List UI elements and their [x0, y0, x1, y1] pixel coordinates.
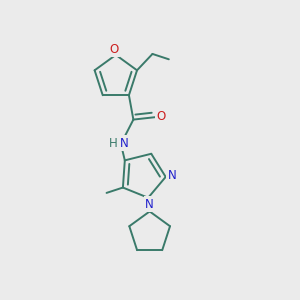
Text: N: N	[145, 198, 154, 211]
Text: H: H	[109, 137, 118, 150]
Text: N: N	[168, 169, 177, 182]
Text: O: O	[157, 110, 166, 123]
Text: H: H	[109, 138, 117, 148]
Text: N: N	[145, 198, 154, 211]
Text: N: N	[120, 137, 129, 150]
Text: N: N	[120, 137, 129, 150]
Text: O: O	[110, 43, 119, 56]
Text: N: N	[168, 169, 177, 182]
Text: O: O	[110, 43, 119, 56]
Text: O: O	[157, 110, 166, 123]
